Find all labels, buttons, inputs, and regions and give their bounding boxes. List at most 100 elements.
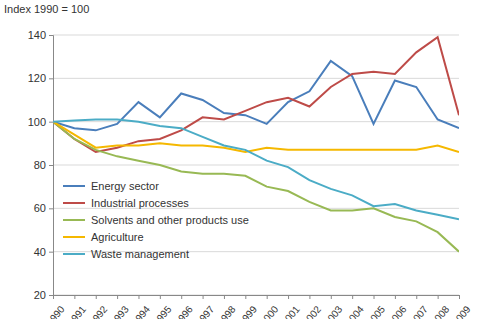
y-tick: 40 [34,246,53,258]
x-tick-label: 1992 [87,303,110,319]
chart: Index 1990 = 100204060801001201401990199… [0,0,493,319]
legend-label: Agriculture [91,231,144,243]
y-tick: 80 [34,159,53,171]
y-tick-label: 80 [34,159,46,171]
x-tick: 2001 [279,295,302,319]
x-tick-label: 2000 [258,303,281,319]
x-tick-mark [309,295,310,299]
x-tick: 2004 [343,295,366,319]
x-tick-mark [288,295,289,299]
legend-label: Energy sector [91,180,159,192]
grid-line [53,78,459,79]
x-tick: 1991 [65,295,88,319]
x-tick: 1998 [215,295,238,319]
y-tick-label: 40 [34,246,46,258]
x-tick-mark [53,295,54,299]
x-tick: 1997 [194,295,217,319]
y-tick-mark [49,252,53,253]
x-tick: 2003 [322,295,345,319]
y-tick-mark [49,122,53,123]
x-tick: 1993 [108,295,131,319]
x-tick: 2008 [429,295,452,319]
x-tick: 1999 [236,295,259,319]
x-tick-label: 1997 [194,303,217,319]
y-tick-mark [49,78,53,79]
x-tick-label: 2001 [279,303,302,319]
grid-line [53,121,459,122]
x-tick: 1994 [129,295,152,319]
x-tick-mark [352,295,353,299]
x-tick: 1995 [151,295,174,319]
x-tick-label: 2005 [364,303,387,319]
x-tick-label: 2004 [343,303,366,319]
y-tick: 100 [28,116,53,128]
x-tick-mark [138,295,139,299]
x-tick: 1996 [172,295,195,319]
x-axis: 1990199119921993199419951996199719981999… [44,295,473,319]
y-tick-label: 140 [28,29,46,41]
y-tick-label: 120 [28,72,46,84]
series-line [53,122,459,252]
x-tick-mark [224,295,225,299]
y-axis: 20 40 60 80 100 120 140 [28,29,54,301]
y-tick-label: 60 [34,202,46,214]
y-tick-label: 20 [34,289,46,301]
series-line [53,122,459,152]
x-tick-mark [160,295,161,299]
x-tick-mark [459,295,460,299]
x-tick: 2009 [450,295,473,319]
x-tick-mark [331,295,332,299]
x-tick-label: 2009 [450,303,473,319]
x-tick: 2002 [300,295,323,319]
x-tick-label: 1991 [65,303,88,319]
x-tick-label: 1998 [215,303,238,319]
legend-swatch [63,202,85,204]
y-tick-mark [49,295,53,296]
x-tick-label: 1994 [129,303,152,319]
series-line [53,120,459,220]
x-tick-mark [96,295,97,299]
x-tick-label: 1995 [151,303,174,319]
y-tick: 140 [28,29,53,41]
plot-area [53,37,459,252]
x-tick-mark [374,295,375,299]
x-tick-label: 1999 [236,303,259,319]
x-tick: 2000 [258,295,281,319]
grid-line [53,35,459,36]
x-tick-mark [181,295,182,299]
x-tick: 1992 [87,295,110,319]
legend-swatch [63,236,85,238]
x-tick-mark [395,295,396,299]
x-tick-label: 2006 [386,303,409,319]
x-tick-mark [203,295,204,299]
legend-swatch [63,185,85,187]
title: Index 1990 = 100 [4,3,89,15]
y-tick: 120 [28,72,53,84]
x-tick-mark [117,295,118,299]
x-tick: 2005 [364,295,387,319]
x-tick: 2006 [386,295,409,319]
y-axis-line [49,36,54,296]
x-tick-label: 1996 [172,303,195,319]
y-tick-mark [49,165,53,166]
y-tick-mark [49,35,53,36]
series-line [53,37,459,152]
x-tick-label: 2003 [322,303,345,319]
x-tick: 1990 [44,295,67,319]
x-tick-mark [267,295,268,299]
x-tick-label: 2008 [429,303,452,319]
x-tick: 2007 [407,295,430,319]
x-tick-mark [416,295,417,299]
legend-swatch [63,253,85,255]
legend-label: Waste management [91,248,189,260]
y-tick: 20 [34,289,53,301]
grid [53,35,459,295]
y-tick-mark [49,208,53,209]
legend-swatch [63,219,85,221]
legend: Energy sectorIndustrial processesSolvent… [63,180,249,260]
x-axis-line [54,296,460,300]
x-tick-label: 1993 [108,303,131,319]
x-tick-mark [74,295,75,299]
y-tick: 60 [34,202,53,214]
x-tick-mark [438,295,439,299]
